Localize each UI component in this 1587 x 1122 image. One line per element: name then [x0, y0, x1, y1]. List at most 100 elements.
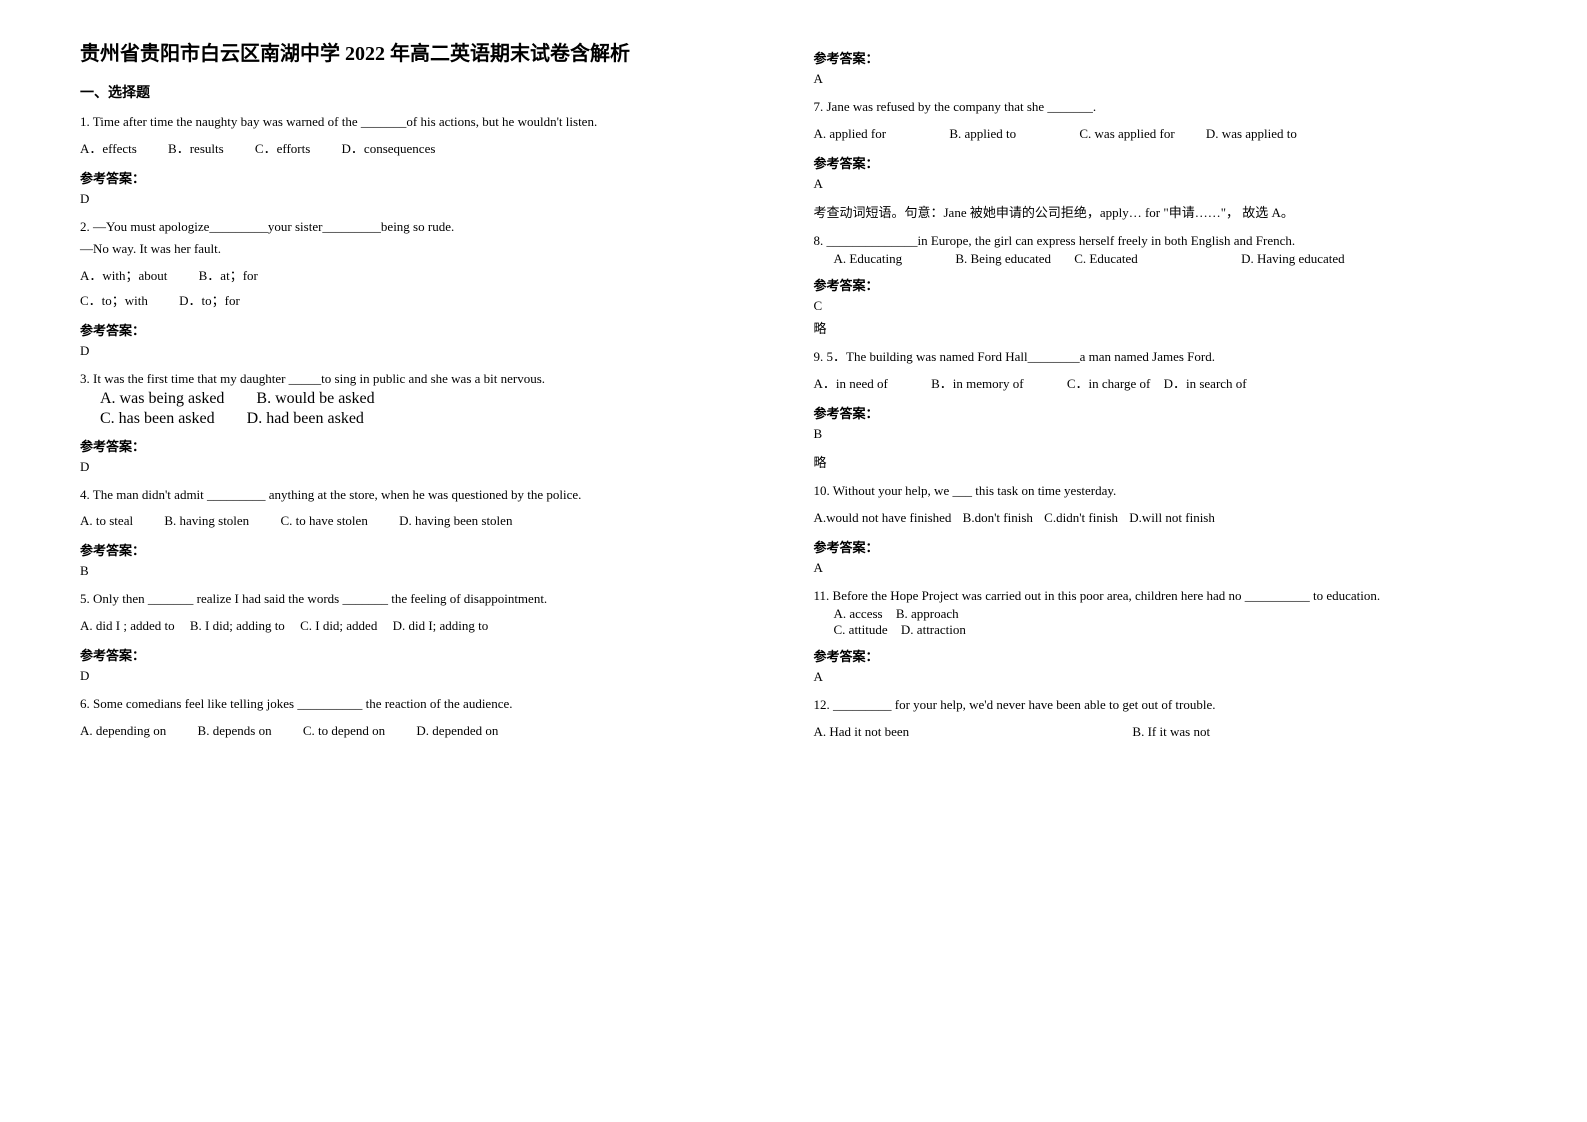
q7-options: A. applied for B. applied to C. was appl…	[814, 124, 1508, 145]
q1-options: A．effects B．results C．efforts D．conseque…	[80, 139, 774, 160]
q8-note: 略	[814, 318, 1508, 337]
q7-answer: A	[814, 176, 1508, 192]
q10-answer: A	[814, 560, 1508, 576]
q1-answer: D	[80, 191, 774, 207]
q5-opt-d: D. did I; adding to	[393, 616, 489, 637]
q5-answer: D	[80, 668, 774, 684]
q7-stem: 7. Jane was refused by the company that …	[814, 97, 1508, 118]
q10-opt-a: A.would not have finished	[814, 508, 952, 529]
q7-explanation: 考查动词短语。句意：Jane 被她申请的公司拒绝，apply… for "申请……	[814, 202, 1508, 221]
q4-opt-d: D. having been stolen	[399, 511, 512, 532]
q11-options: A. access B. approach C. attitude D. att…	[834, 606, 1508, 638]
q3-opt-b: B. would be asked	[256, 390, 374, 408]
q1-stem: 1. Time after time the naughty bay was w…	[80, 112, 774, 133]
q11-stem: 11. Before the Hope Project was carried …	[814, 586, 1508, 607]
page-title: 贵州省贵阳市白云区南湖中学 2022 年高二英语期末试卷含解析	[80, 40, 774, 68]
q8-answer-label: 参考答案：	[814, 275, 1508, 294]
q3-answer-label: 参考答案：	[80, 436, 774, 455]
q5-answer-label: 参考答案：	[80, 645, 774, 664]
q7-opt-c: C. was applied for	[1079, 124, 1174, 145]
q11-opt-d: D. attraction	[901, 622, 966, 638]
q4-opt-c: C. to have stolen	[280, 511, 367, 532]
q3-opt-row2: C. has been asked D. had been asked	[100, 410, 774, 428]
q1-opt-d: D．consequences	[342, 139, 436, 160]
q5-opt-a: A. did I ; added to	[80, 616, 175, 637]
q3-stem: 3. It was the first time that my daughte…	[80, 369, 774, 390]
q2-answer: D	[80, 343, 774, 359]
q3-options: A. was being asked B. would be asked C. …	[80, 390, 774, 428]
q4-answer: B	[80, 563, 774, 579]
q6-opt-d: D. depended on	[416, 721, 498, 742]
q4-opt-b: B. having stolen	[164, 511, 249, 532]
page-container: 贵州省贵阳市白云区南湖中学 2022 年高二英语期末试卷含解析 一、选择题 1.…	[80, 40, 1507, 747]
q5-stem: 5. Only then _______ realize I had said …	[80, 589, 774, 610]
q9-answer-label: 参考答案：	[814, 403, 1508, 422]
q3-opt-a: A. was being asked	[100, 390, 224, 408]
q10-opt-c: C.didn't finish	[1044, 508, 1118, 529]
q10-opt-b: B.don't finish	[963, 508, 1033, 529]
q1-opt-c: C．efforts	[255, 139, 310, 160]
q6-opt-a: A. depending on	[80, 721, 166, 742]
section-heading: 一、选择题	[80, 82, 774, 102]
q6-answer: A	[814, 71, 1508, 87]
q5-opt-c: C. I did; added	[300, 616, 377, 637]
q11-answer: A	[814, 669, 1508, 685]
q8-opt-c: C. Educated	[1074, 251, 1138, 267]
q8-answer: C	[814, 298, 1508, 314]
q12-options: A. Had it not been B. If it was not	[814, 722, 1508, 743]
q7-opt-b: B. applied to	[949, 124, 1016, 145]
q6-options: A. depending on B. depends on C. to depe…	[80, 721, 774, 742]
q4-opt-a: A. to steal	[80, 511, 133, 532]
q1-opt-b: B．results	[168, 139, 224, 160]
q9-opt-a: A．in need of	[814, 374, 888, 395]
q1-opt-a: A．effects	[80, 139, 137, 160]
q9-opt-b: B．in memory of	[931, 374, 1023, 395]
q9-opt-c: C．in charge of	[1067, 374, 1151, 395]
q2-options-row2: C．to；with D．to；for	[80, 291, 774, 312]
q10-opt-d: D.will not finish	[1129, 508, 1215, 529]
q5-opt-b: B. I did; adding to	[190, 616, 285, 637]
q9-options: A．in need of B．in memory of C．in charge …	[814, 374, 1508, 395]
q10-answer-label: 参考答案：	[814, 537, 1508, 556]
q2-answer-label: 参考答案：	[80, 320, 774, 339]
q6-opt-b: B. depends on	[198, 721, 272, 742]
q3-opt-c: C. has been asked	[100, 410, 215, 428]
q3-opt-d: D. had been asked	[247, 410, 364, 428]
q12-stem: 12. _________ for your help, we'd never …	[814, 695, 1508, 716]
q2-opt-d: D．to；for	[179, 291, 240, 312]
q2-opt-b: B．at；for	[199, 266, 258, 287]
q7-opt-a: A. applied for	[814, 124, 887, 145]
q3-opt-row1: A. was being asked B. would be asked	[100, 390, 774, 408]
q5-options: A. did I ; added to B. I did; adding to …	[80, 616, 774, 637]
q6-opt-c: C. to depend on	[303, 721, 385, 742]
q4-stem: 4. The man didn't admit _________ anythi…	[80, 485, 774, 506]
q9-stem: 9. 5．The building was named Ford Hall___…	[814, 347, 1508, 368]
q7-opt-d: D. was applied to	[1206, 124, 1297, 145]
q11-opt-a: A. access	[834, 606, 883, 622]
q3-answer: D	[80, 459, 774, 475]
q9-answer: B	[814, 426, 1508, 442]
q9-opt-d: D．in search of	[1164, 374, 1247, 395]
q2-stem2: —No way. It was her fault.	[80, 239, 774, 260]
q8-opt-b: B. Being educated	[955, 251, 1051, 267]
q4-options: A. to steal B. having stolen C. to have …	[80, 511, 774, 532]
left-column: 贵州省贵阳市白云区南湖中学 2022 年高二英语期末试卷含解析 一、选择题 1.…	[80, 40, 774, 747]
q8-opt-d: D. Having educated	[1241, 251, 1345, 267]
q8-stem: 8. ______________in Europe, the girl can…	[814, 231, 1508, 252]
q8-options: A. Educating B. Being educated C. Educat…	[834, 251, 1508, 267]
q6-stem: 6. Some comedians feel like telling joke…	[80, 694, 774, 715]
q9-note: 略	[814, 452, 1508, 471]
q8-opt-a: A. Educating	[834, 251, 903, 267]
q11-opt-c: C. attitude	[834, 622, 888, 638]
q2-options-row1: A．with；about B．at；for	[80, 266, 774, 287]
q2-opt-c: C．to；with	[80, 291, 148, 312]
q10-stem: 10. Without your help, we ___ this task …	[814, 481, 1508, 502]
q7-answer-label: 参考答案：	[814, 153, 1508, 172]
q2-stem: 2. —You must apologize_________your sist…	[80, 217, 774, 238]
q4-answer-label: 参考答案：	[80, 540, 774, 559]
q10-options: A.would not have finished B.don't finish…	[814, 508, 1508, 529]
q6-answer-label: 参考答案：	[814, 48, 1508, 67]
q11-answer-label: 参考答案：	[814, 646, 1508, 665]
q12-opt-b: B. If it was not	[1132, 722, 1210, 743]
q2-opt-a: A．with；about	[80, 266, 167, 287]
